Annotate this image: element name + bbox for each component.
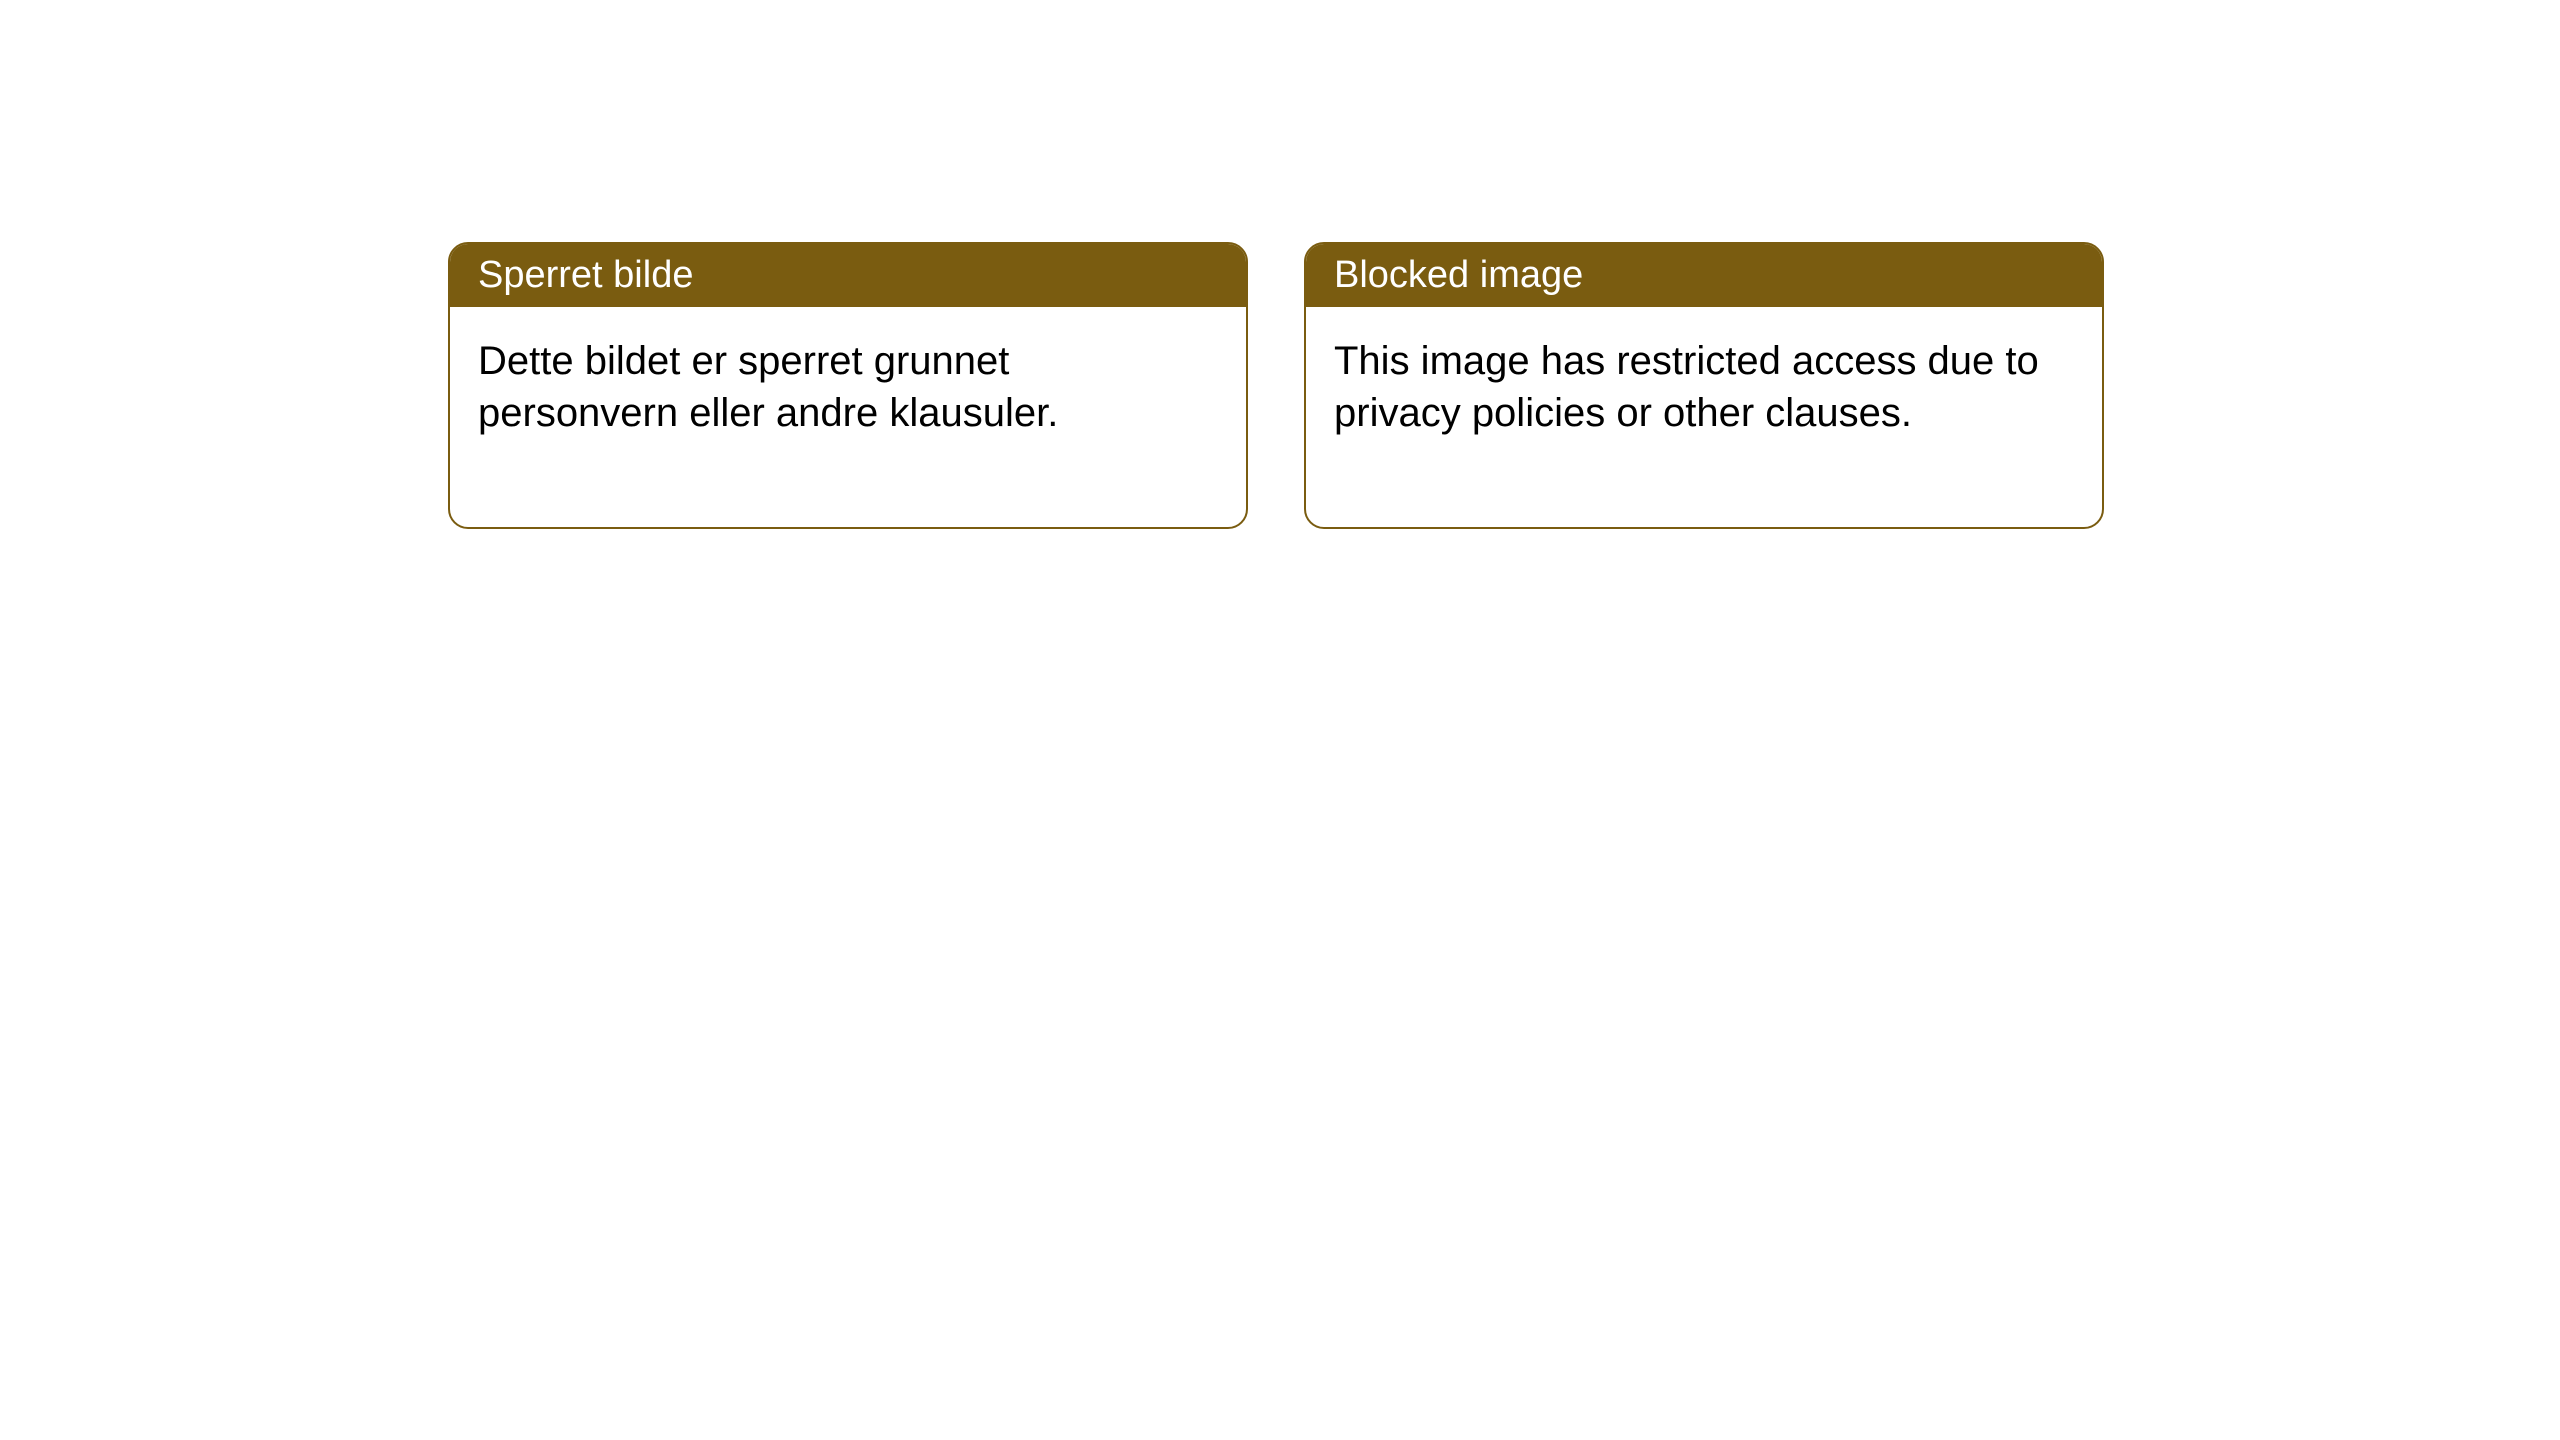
notice-container: Sperret bilde Dette bildet er sperret gr…	[448, 242, 2104, 529]
notice-header-english: Blocked image	[1306, 244, 2102, 307]
notice-title: Sperret bilde	[478, 254, 693, 296]
notice-body-norwegian: Dette bildet er sperret grunnet personve…	[450, 307, 1246, 527]
notice-text: Dette bildet er sperret grunnet personve…	[478, 339, 1058, 435]
notice-header-norwegian: Sperret bilde	[450, 244, 1246, 307]
notice-title: Blocked image	[1334, 254, 1583, 296]
notice-card-english: Blocked image This image has restricted …	[1304, 242, 2104, 529]
notice-text: This image has restricted access due to …	[1334, 339, 2039, 435]
notice-body-english: This image has restricted access due to …	[1306, 307, 2102, 527]
notice-card-norwegian: Sperret bilde Dette bildet er sperret gr…	[448, 242, 1248, 529]
